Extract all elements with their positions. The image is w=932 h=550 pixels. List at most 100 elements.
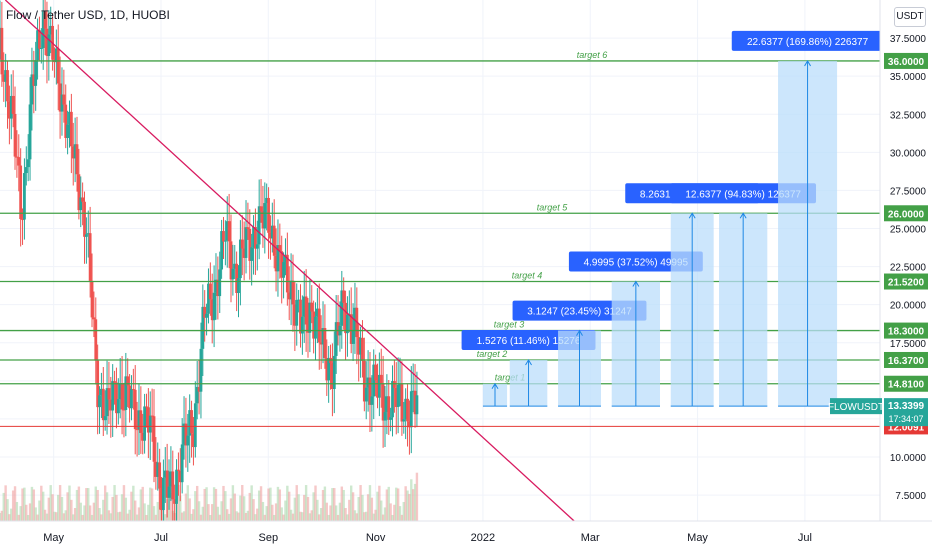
- candle-body: [94, 319, 97, 360]
- countdown-text: 17:34:07: [888, 414, 923, 424]
- candle-body: [23, 173, 26, 220]
- candle-body: [387, 396, 390, 420]
- candle-body: [149, 416, 152, 433]
- candle-body: [213, 293, 216, 320]
- candle-body: [273, 226, 276, 256]
- y-tick-label: 17.5000: [890, 339, 927, 350]
- candle-body: [218, 269, 221, 296]
- candle-body: [209, 284, 212, 300]
- projection-tag-label: 22.6377 (169.86%) 226377: [747, 37, 869, 48]
- candle-body: [136, 429, 139, 430]
- target-label: target 5: [537, 202, 569, 212]
- candle-body: [93, 317, 96, 319]
- candle-body: [186, 436, 189, 446]
- y-tick-label: 25.0000: [890, 225, 927, 236]
- candle-body: [76, 144, 79, 174]
- candle-body: [361, 338, 364, 361]
- x-tick-label: Sep: [259, 532, 279, 544]
- candle-body: [12, 96, 15, 114]
- candle-body: [104, 416, 107, 420]
- candle-body: [62, 95, 65, 105]
- candle-body: [6, 70, 9, 101]
- candle-body: [145, 406, 148, 407]
- y-tick-label: 22.5000: [890, 263, 927, 274]
- candle-body: [81, 197, 84, 201]
- level-price-tag-text: 16.3700: [888, 356, 925, 367]
- last-price-text: 13.3399: [888, 401, 925, 412]
- candle-body: [181, 444, 184, 482]
- candle-body: [111, 381, 114, 410]
- candle-body: [143, 406, 146, 440]
- candle-body: [171, 471, 174, 499]
- candle-body: [397, 385, 400, 407]
- candle-body: [19, 166, 22, 219]
- candle-body: [132, 389, 135, 390]
- level-price-tag-text: 36.0000: [888, 57, 925, 68]
- y-tick-label: 27.5000: [890, 186, 927, 197]
- candle-body: [245, 227, 248, 258]
- x-tick-label: May: [43, 532, 64, 544]
- currency-button[interactable]: USDT: [894, 7, 926, 27]
- x-axis-panel: [0, 521, 932, 550]
- candle-body: [34, 60, 37, 86]
- candle-body: [263, 203, 266, 228]
- candle-body: [194, 403, 197, 447]
- candle-body: [393, 381, 396, 388]
- candle-body: [314, 317, 317, 339]
- candle-body: [258, 206, 261, 244]
- candle-body: [256, 244, 259, 248]
- candle-body: [113, 381, 116, 382]
- candle-body: [89, 233, 92, 281]
- candle-body: [286, 255, 289, 293]
- candle-body: [222, 231, 225, 242]
- candle-body: [401, 384, 404, 421]
- candle-body: [121, 383, 124, 409]
- candle-body: [342, 290, 345, 302]
- candle-body: [134, 390, 137, 429]
- level-price-tag-text: 14.8100: [888, 380, 925, 391]
- candle-body: [117, 399, 120, 413]
- level-price-tag-text: 26.0000: [888, 209, 925, 220]
- candle-body: [158, 462, 161, 488]
- candle-body: [228, 221, 231, 241]
- candle-body: [305, 296, 308, 324]
- level-price-tag-text: 21.5200: [888, 278, 925, 289]
- candle-body: [374, 365, 377, 381]
- candle-body: [352, 330, 355, 343]
- y-tick-label: 35.0000: [890, 72, 927, 83]
- candle-body: [310, 303, 313, 312]
- candle-body: [365, 388, 368, 402]
- y-tick-label: 30.0000: [890, 148, 927, 159]
- target-label: target 6: [577, 50, 608, 60]
- candle-body: [139, 410, 142, 433]
- candle-body: [85, 234, 88, 236]
- candle-body: [70, 112, 73, 146]
- candle-body: [247, 227, 250, 229]
- candle-body: [237, 278, 240, 293]
- y-tick-label: 32.5000: [890, 110, 927, 121]
- candle-body: [175, 470, 178, 504]
- level-price-tag-text: 18.3000: [888, 327, 925, 338]
- candle-body: [25, 167, 28, 173]
- candle-body: [384, 412, 387, 420]
- candle-body: [17, 157, 20, 165]
- candle-body: [40, 48, 43, 49]
- x-tick-label: Jul: [798, 532, 812, 544]
- candle-body: [91, 281, 94, 317]
- candle-body: [153, 416, 156, 462]
- target-label: target 2: [477, 349, 508, 359]
- chart-title: Flow / Tether USD, 1D, HUOBI: [6, 8, 170, 22]
- candle-body: [224, 241, 227, 242]
- y-tick-label: 10.0000: [890, 453, 927, 464]
- candle-body: [416, 395, 419, 414]
- candle-body: [168, 487, 171, 498]
- candle-body: [402, 419, 405, 421]
- y-tick-label: 20.0000: [890, 301, 927, 312]
- candle-body: [162, 478, 165, 510]
- candle-body: [410, 391, 413, 427]
- x-tick-label: Mar: [581, 532, 600, 544]
- candle-body: [267, 198, 270, 233]
- x-tick-label: May: [687, 532, 708, 544]
- candle-body: [282, 262, 285, 278]
